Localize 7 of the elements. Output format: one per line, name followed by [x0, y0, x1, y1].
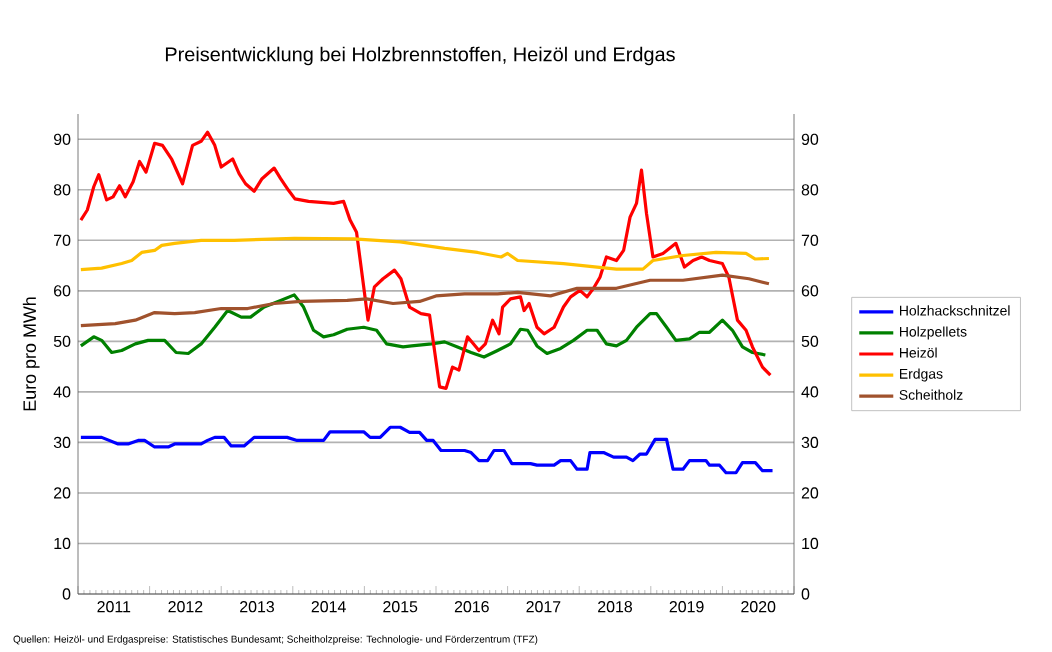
line-series — [79, 236, 771, 272]
line-series — [79, 293, 767, 359]
line-series — [79, 273, 771, 328]
line-series — [79, 425, 775, 475]
line-series — [79, 130, 772, 390]
chart-title: Preisentwicklung bei Holzbrennstoffen, Heizöl und Erdgas — [165, 46, 675, 66]
y-axis-title: Euro pro MWh — [22, 297, 40, 411]
